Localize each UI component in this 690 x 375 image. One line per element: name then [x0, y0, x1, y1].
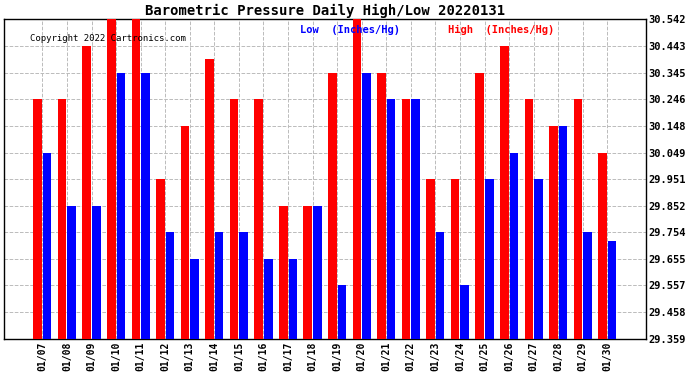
Bar: [402, 99, 411, 339]
Bar: [264, 259, 273, 339]
Bar: [559, 126, 567, 339]
Bar: [82, 46, 91, 339]
Bar: [608, 241, 616, 339]
Bar: [460, 285, 469, 339]
Bar: [279, 206, 288, 339]
Bar: [485, 179, 493, 339]
Bar: [426, 179, 435, 339]
Bar: [117, 73, 125, 339]
Bar: [141, 73, 150, 339]
Bar: [598, 153, 607, 339]
Bar: [43, 153, 52, 339]
Bar: [362, 73, 371, 339]
Bar: [215, 232, 224, 339]
Bar: [337, 285, 346, 339]
Bar: [205, 59, 214, 339]
Bar: [328, 73, 337, 339]
Text: High  (Inches/Hg): High (Inches/Hg): [448, 26, 554, 36]
Bar: [181, 126, 189, 339]
Bar: [190, 259, 199, 339]
Bar: [353, 20, 361, 339]
Text: Low  (Inches/Hg): Low (Inches/Hg): [300, 26, 400, 35]
Bar: [132, 20, 140, 339]
Bar: [524, 99, 533, 339]
Bar: [239, 232, 248, 339]
Bar: [304, 206, 312, 339]
Bar: [411, 99, 420, 339]
Bar: [230, 99, 239, 339]
Bar: [255, 99, 263, 339]
Bar: [573, 99, 582, 339]
Bar: [436, 232, 444, 339]
Bar: [534, 179, 543, 339]
Bar: [58, 99, 66, 339]
Bar: [377, 73, 386, 339]
Bar: [583, 232, 592, 339]
Bar: [107, 20, 116, 339]
Bar: [166, 232, 175, 339]
Bar: [500, 46, 509, 339]
Title: Barometric Pressure Daily High/Low 20220131: Barometric Pressure Daily High/Low 20220…: [145, 4, 505, 18]
Bar: [451, 179, 460, 339]
Bar: [92, 206, 101, 339]
Bar: [156, 179, 165, 339]
Bar: [68, 206, 76, 339]
Bar: [33, 99, 42, 339]
Text: Copyright 2022 Cartronics.com: Copyright 2022 Cartronics.com: [30, 33, 186, 42]
Bar: [475, 73, 484, 339]
Bar: [387, 99, 395, 339]
Bar: [509, 153, 518, 339]
Bar: [313, 206, 322, 339]
Bar: [549, 126, 558, 339]
Bar: [288, 259, 297, 339]
